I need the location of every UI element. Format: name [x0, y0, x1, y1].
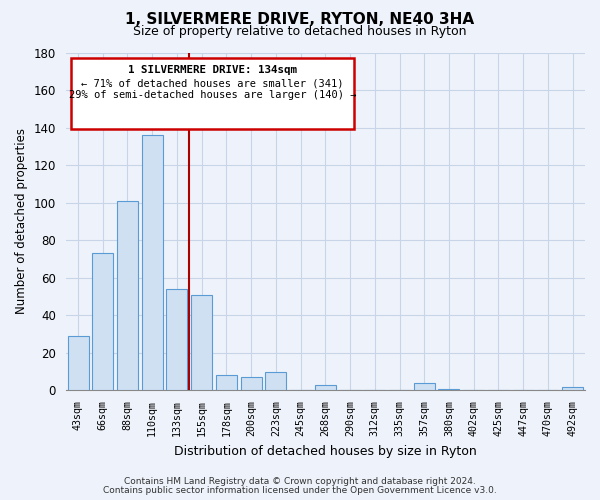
Bar — [439, 388, 460, 390]
Bar — [92, 254, 113, 390]
Text: Contains public sector information licensed under the Open Government Licence v3: Contains public sector information licen… — [103, 486, 497, 495]
Bar — [191, 294, 212, 390]
Y-axis label: Number of detached properties: Number of detached properties — [15, 128, 28, 314]
Bar — [117, 201, 138, 390]
Bar — [315, 385, 336, 390]
Bar — [68, 336, 89, 390]
Bar — [265, 372, 286, 390]
Text: ← 71% of detached houses are smaller (341): ← 71% of detached houses are smaller (34… — [82, 78, 344, 88]
Bar — [562, 386, 583, 390]
Text: Size of property relative to detached houses in Ryton: Size of property relative to detached ho… — [133, 25, 467, 38]
Text: 1, SILVERMERE DRIVE, RYTON, NE40 3HA: 1, SILVERMERE DRIVE, RYTON, NE40 3HA — [125, 12, 475, 28]
Bar — [216, 376, 237, 390]
Text: 1 SILVERMERE DRIVE: 134sqm: 1 SILVERMERE DRIVE: 134sqm — [128, 66, 297, 76]
X-axis label: Distribution of detached houses by size in Ryton: Distribution of detached houses by size … — [174, 444, 477, 458]
Bar — [414, 383, 435, 390]
Text: Contains HM Land Registry data © Crown copyright and database right 2024.: Contains HM Land Registry data © Crown c… — [124, 477, 476, 486]
Text: 29% of semi-detached houses are larger (140) →: 29% of semi-detached houses are larger (… — [69, 90, 356, 101]
Bar — [241, 378, 262, 390]
Bar — [142, 135, 163, 390]
Bar — [166, 289, 187, 390]
FancyBboxPatch shape — [71, 58, 354, 128]
